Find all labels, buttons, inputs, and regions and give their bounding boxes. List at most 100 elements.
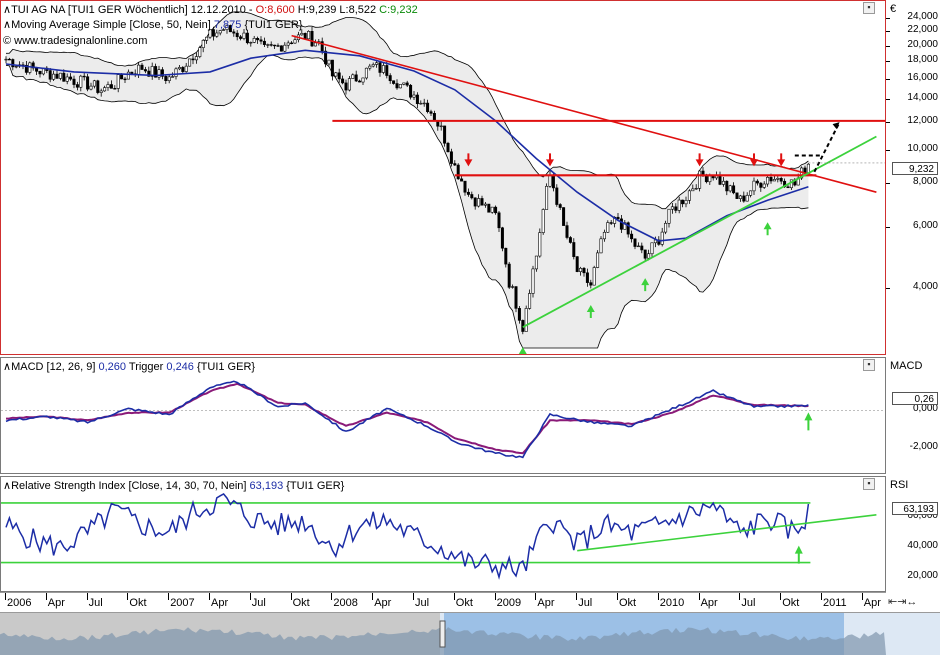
candle-body bbox=[759, 182, 763, 188]
candle-body bbox=[276, 45, 280, 47]
rsi-chart-svg bbox=[1, 493, 877, 580]
candle-body bbox=[167, 76, 171, 81]
candle-body bbox=[106, 84, 110, 88]
macd-legend-name: MACD [12, 26, 9] bbox=[11, 361, 99, 373]
price-tick-label: 10,000 bbox=[907, 142, 938, 154]
time-x-axis[interactable]: 2006 Apr Jul Okt 2007 Apr Jul Okt 2008 Apr Jul Okt 2… bbox=[0, 592, 886, 613]
candle-body bbox=[381, 65, 385, 73]
x-tick-mark bbox=[780, 593, 782, 600]
price-tick-label: 22,000 bbox=[907, 24, 938, 36]
x-tick-label: Apr bbox=[374, 597, 392, 609]
candle-body bbox=[211, 29, 215, 37]
rsi-tick-label: 20,000 bbox=[907, 569, 938, 581]
green-up-arrow bbox=[641, 278, 650, 292]
price-tick-mark bbox=[886, 45, 890, 47]
candle-body bbox=[766, 177, 770, 185]
rsi-plot-area[interactable]: ∧Relative Strength Index [Close, 14, 30,… bbox=[0, 476, 886, 592]
macd-last-value: 0,26 bbox=[892, 392, 938, 405]
candle-body bbox=[11, 59, 15, 68]
candle-body bbox=[120, 74, 124, 80]
candle-body bbox=[409, 84, 413, 98]
price-plot-area[interactable]: ∧ TUI AG NA [TUI1 GER Wöchentlich] 12.12.… bbox=[0, 0, 886, 355]
candle-body bbox=[55, 73, 59, 79]
candle-body bbox=[558, 204, 562, 208]
green-up-arrow bbox=[518, 347, 527, 354]
x-tick-mark bbox=[698, 593, 700, 600]
candle-body bbox=[92, 80, 96, 87]
candle-body bbox=[249, 42, 253, 44]
time-navigator[interactable] bbox=[0, 612, 940, 655]
price-tick-label: 8,000 bbox=[912, 176, 938, 188]
x-tick-mark bbox=[168, 593, 170, 600]
macd-legend-value: 0,260 bbox=[98, 361, 127, 373]
candle-body bbox=[599, 238, 603, 254]
candle-body bbox=[82, 75, 86, 78]
copyright-icon: © bbox=[3, 35, 12, 47]
rsi-legend-value: 63,193 bbox=[249, 480, 284, 492]
candle-body bbox=[708, 175, 712, 183]
candle-body bbox=[531, 268, 535, 294]
candle-body bbox=[38, 71, 42, 75]
red-down-arrow bbox=[464, 153, 473, 167]
x-tick-mark bbox=[290, 593, 292, 600]
candle-body bbox=[579, 267, 583, 272]
x-tick-mark bbox=[249, 593, 251, 600]
candle-body bbox=[446, 142, 450, 153]
candle-body bbox=[463, 180, 467, 193]
candle-body bbox=[252, 37, 256, 43]
candle-body bbox=[443, 125, 447, 144]
candle-body bbox=[375, 62, 379, 65]
price-last-value: 9,232 bbox=[892, 162, 938, 175]
macd-y-axis[interactable]: MACD 0,000 -2,000 0,26 bbox=[886, 357, 940, 474]
candle-body bbox=[368, 65, 372, 69]
projection-arrow-head bbox=[832, 122, 840, 130]
candle-body bbox=[225, 25, 229, 30]
ma-legend: ∧Moving Average Simple [Close, 50, Nein]… bbox=[3, 19, 303, 32]
panel-menu-icon[interactable]: ▪ bbox=[863, 478, 875, 490]
candle-body bbox=[786, 186, 790, 189]
candle-body bbox=[762, 183, 766, 188]
macd-legend: ∧MACD [12, 26, 9] 0,260 Trigger 0,246 {T… bbox=[3, 361, 255, 374]
candle-body bbox=[31, 62, 35, 69]
price-y-axis[interactable]: € 24,000 22,000 20,000 18,000 16,000 14,000 12… bbox=[886, 0, 940, 355]
candle-body bbox=[592, 267, 596, 286]
candle-body bbox=[7, 58, 11, 61]
candle-body bbox=[388, 75, 392, 82]
scroll-controls[interactable]: ⇤⇥↔ bbox=[888, 596, 918, 608]
rsi-y-axis[interactable]: RSI 60,000 40,000 20,000 63,193 bbox=[886, 476, 940, 592]
macd-trigger-value: 0,246 bbox=[166, 361, 194, 373]
candle-body bbox=[341, 78, 345, 84]
price-chart-svg bbox=[4, 11, 885, 354]
site-url[interactable]: www.tradesignalonline.com bbox=[14, 35, 148, 47]
legend-line-icon: ∧ bbox=[3, 19, 12, 31]
projection-arrow-line bbox=[813, 121, 841, 173]
candle-body bbox=[735, 192, 739, 199]
candle-body bbox=[164, 76, 168, 81]
candle-body bbox=[500, 227, 504, 249]
candle-body bbox=[174, 68, 178, 77]
x-tick-mark bbox=[821, 593, 822, 600]
panel-menu-icon[interactable]: ▪ bbox=[863, 359, 875, 371]
macd-plot-area[interactable]: ∧MACD [12, 26, 9] 0,260 Trigger 0,246 {T… bbox=[0, 357, 886, 474]
candle-body bbox=[279, 45, 283, 52]
macd-line bbox=[5, 380, 809, 459]
ma-legend-name: Moving Average Simple [Close, 50, Nein] bbox=[11, 19, 214, 31]
candle-body bbox=[514, 286, 518, 309]
panel-menu-icon[interactable]: ▪ bbox=[863, 2, 875, 14]
price-tick-mark bbox=[886, 18, 890, 20]
candle-body bbox=[194, 56, 198, 61]
candle-body bbox=[177, 67, 181, 70]
legend-title: TUI AG NA [TUI1 GER Wöchentlich] 12.12.2… bbox=[11, 4, 256, 16]
candle-body bbox=[245, 32, 249, 44]
candle-body bbox=[307, 31, 311, 40]
candle-body bbox=[24, 64, 28, 73]
navigator-left-handle bbox=[439, 620, 446, 648]
candle-body bbox=[344, 82, 348, 91]
candle-body bbox=[619, 218, 623, 230]
candle-body bbox=[776, 178, 780, 180]
price-legend: ∧TUI AG NA [TUI1 GER Wöchentlich] 12.12.… bbox=[3, 4, 418, 17]
candle-body bbox=[378, 62, 382, 73]
candle-body bbox=[616, 216, 620, 220]
candle-body bbox=[704, 175, 708, 183]
candle-body bbox=[262, 40, 266, 45]
